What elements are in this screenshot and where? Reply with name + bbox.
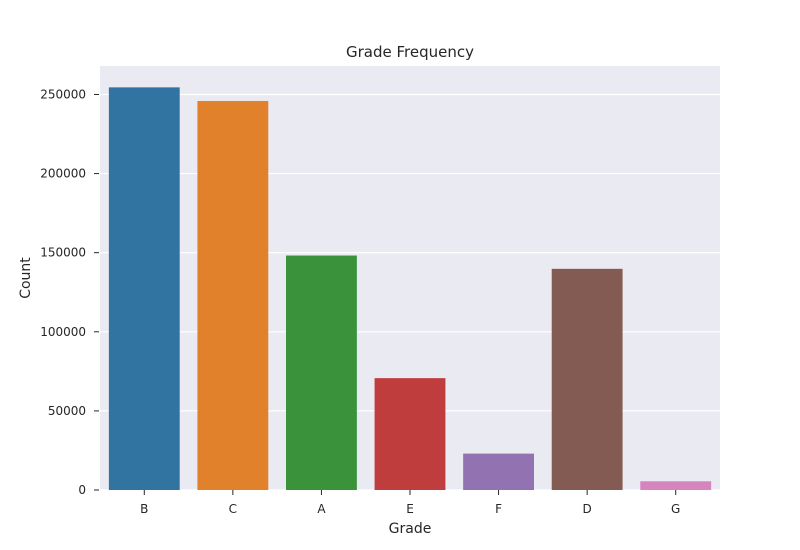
y-tick-label-0: 0 xyxy=(78,483,86,497)
x-tick-label-A: A xyxy=(317,502,326,516)
bar-C xyxy=(197,100,269,491)
chart-title: Grade Frequency xyxy=(346,43,474,61)
x-tick-label-E: E xyxy=(406,502,414,516)
y-tick-label-2: 100000 xyxy=(40,325,86,339)
y-tick-label-3: 150000 xyxy=(40,246,86,260)
bar-E xyxy=(374,378,446,490)
bar-A xyxy=(286,255,357,490)
bar-D xyxy=(551,268,623,490)
x-tick-label-D: D xyxy=(583,502,592,516)
bar-F xyxy=(463,453,534,490)
x-tick-label-F: F xyxy=(495,502,502,516)
y-ticks: 0 50000 100000 150000 200000 250000 xyxy=(40,87,99,497)
y-tick-label-4: 200000 xyxy=(40,167,86,181)
y-tick-label-1: 50000 xyxy=(48,404,86,418)
y-axis-label: Count xyxy=(18,257,34,299)
y-tick-label-5: 250000 xyxy=(40,87,86,101)
bar-B xyxy=(108,87,180,490)
x-axis-label: Grade xyxy=(389,521,432,537)
x-tick-label-B: B xyxy=(140,502,148,516)
bar-G xyxy=(640,481,712,490)
x-tick-label-G: G xyxy=(671,502,680,516)
x-tick-label-C: C xyxy=(229,502,237,516)
bars xyxy=(108,87,712,491)
